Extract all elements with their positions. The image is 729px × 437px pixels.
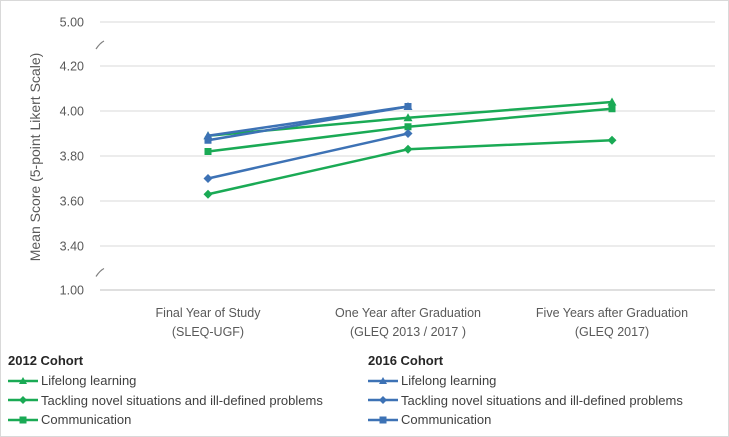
legend-label: Communication	[41, 412, 132, 428]
data-point-square	[404, 103, 412, 110]
y-tick-label: 3.80	[60, 150, 84, 164]
data-point-diamond	[607, 135, 617, 145]
y-tick-label: 4.00	[60, 105, 84, 119]
data-point-square	[204, 148, 212, 155]
legend-group-2012: 2012 Cohort Lifelong learning Tackling n…	[8, 351, 323, 430]
diamond-marker-icon	[368, 396, 398, 405]
y-ticks: 1.00 3.40 3.60 3.80 4.00 4.20 5.00	[60, 16, 84, 298]
x-category-sublabel: (SLEQ-UGF)	[172, 325, 244, 339]
diamond-marker-icon	[8, 396, 38, 405]
y-tick-label: 1.00	[60, 284, 84, 298]
legend-title-2016: 2016 Cohort	[368, 353, 444, 368]
x-category-label: One Year after Graduation	[335, 306, 481, 320]
axis-break-mark	[95, 40, 105, 50]
y-tick-label: 5.00	[60, 16, 84, 30]
legend-group-2016: 2016 Cohort Lifelong learning Tackling n…	[368, 351, 683, 430]
legend-item-2012-communication: Communication	[8, 410, 323, 430]
triangle-marker-icon	[368, 376, 398, 384]
legend-label: Tackling novel situations and ill-define…	[41, 392, 323, 408]
axes	[95, 40, 715, 291]
triangle-marker-icon	[8, 376, 38, 384]
data-point-square	[608, 105, 616, 113]
series-line	[207, 105, 409, 142]
data-point-diamond	[203, 189, 213, 199]
legend-label: Communication	[401, 412, 492, 428]
legend-item-2016-lifelong: Lifelong learning	[368, 371, 683, 391]
legend-label: Lifelong learning	[41, 373, 137, 389]
series-line	[207, 132, 409, 180]
axis-break-mark	[95, 267, 105, 277]
series-2016-cohort	[204, 103, 412, 144]
x-category-label: Final Year of Study	[156, 306, 262, 320]
data-point-square	[404, 123, 412, 131]
x-categories: Final Year of Study (SLEQ-UGF) One Year af…	[156, 306, 689, 339]
data-point-diamond	[403, 144, 413, 154]
y-tick-label: 4.20	[60, 60, 84, 74]
y-axis-title: Mean Score (5-point Likert Scale)	[27, 53, 43, 262]
data-point-diamond	[403, 129, 413, 138]
x-category-sublabel: (GLEQ 2013 / 2017 )	[350, 325, 466, 339]
y-tick-label: 3.40	[60, 240, 84, 254]
legend-title-2012: 2012 Cohort	[8, 353, 84, 368]
legend-label: Tackling novel situations and ill-define…	[401, 392, 683, 408]
legend-item-2012-tackling: Tackling novel situations and ill-define…	[8, 391, 323, 411]
legend-item-2016-communication: Communication	[368, 410, 683, 430]
legend-item-2012-lifelong: Lifelong learning	[8, 371, 323, 391]
legend-item-2016-tackling: Tackling novel situations and ill-define…	[368, 391, 683, 411]
x-category-sublabel: (GLEQ 2017)	[575, 325, 649, 339]
series-layer	[203, 97, 617, 199]
square-marker-icon	[368, 416, 398, 424]
y-tick-label: 3.60	[60, 195, 84, 209]
data-point-square	[204, 136, 212, 144]
data-point-triangle	[403, 113, 413, 122]
series-2012-cohort	[203, 135, 617, 199]
series-2016-cohort	[203, 129, 413, 183]
data-point-triangle	[607, 97, 617, 106]
legend-label: Lifelong learning	[401, 373, 497, 389]
series-2012-cohort	[204, 105, 616, 155]
square-marker-icon	[8, 416, 38, 424]
x-category-label: Five Years after Graduation	[536, 306, 688, 320]
data-point-diamond	[203, 174, 213, 183]
